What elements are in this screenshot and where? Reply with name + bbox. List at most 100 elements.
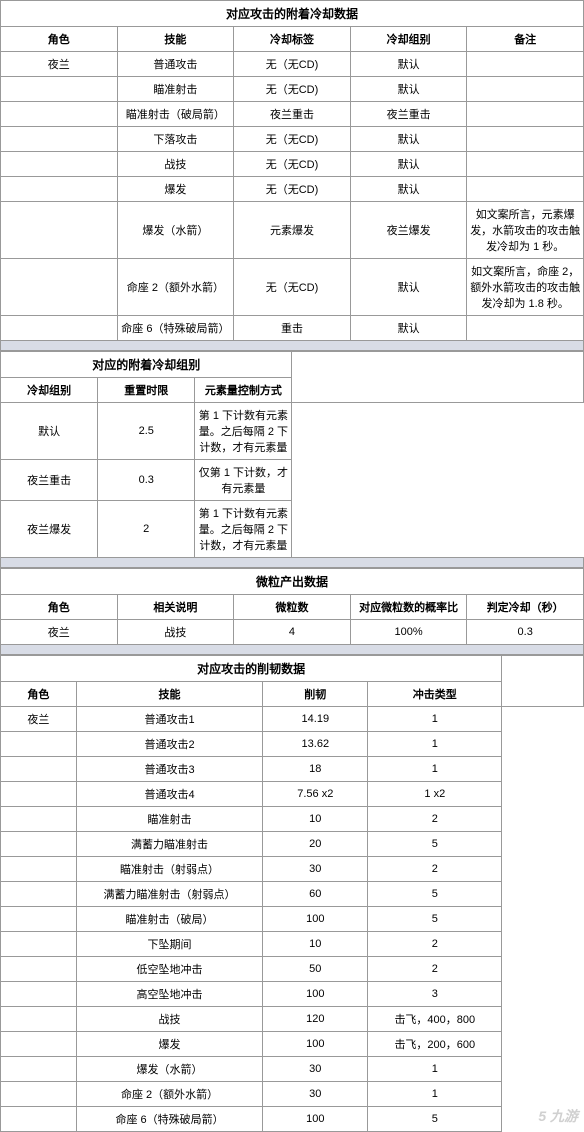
cell: 20: [263, 832, 368, 857]
cell: 13.62: [263, 732, 368, 757]
cell: 夜兰: [1, 620, 118, 645]
table-row: 瞄准射击（破局）1005: [1, 907, 584, 932]
col-role4: 角色: [1, 682, 77, 707]
cell: 瞄准射击（破局箭）: [117, 102, 234, 127]
cell: 仅第 1 下计数，才有元素量: [195, 460, 292, 501]
cell: 夜兰重击: [234, 102, 351, 127]
cell: 爆发（水箭）: [76, 1057, 263, 1082]
cell: [1, 757, 77, 782]
table-row: 爆发100击飞，200，600: [1, 1032, 584, 1057]
cell: 无（无CD): [234, 177, 351, 202]
table-row: 普通攻击47.56 x21 x2: [1, 782, 584, 807]
cell: 普通攻击1: [76, 707, 263, 732]
cell: [467, 152, 584, 177]
cell: [1, 259, 118, 316]
cell: 4: [234, 620, 351, 645]
section4-title: 对应攻击的削韧数据: [1, 656, 502, 682]
table-row: 瞄准射击（破局箭）夜兰重击夜兰重击: [1, 102, 584, 127]
cell: 如文案所言，元素爆发，水箭攻击的攻击触发冷却为 1 秒。: [467, 202, 584, 259]
cell: 10: [263, 807, 368, 832]
col-remark: 备注: [467, 27, 584, 52]
cell: 30: [263, 1057, 368, 1082]
col-skill4: 技能: [76, 682, 263, 707]
cell: 默认: [1, 403, 98, 460]
cell: 30: [263, 857, 368, 882]
cell: 1: [368, 1082, 502, 1107]
cell: 默认: [350, 259, 467, 316]
cell: 夜兰: [1, 52, 118, 77]
section3-table: 微粒产出数据 角色 相关说明 微粒数 对应微粒数的概率比 判定冷却（秒） 夜兰战…: [0, 568, 584, 655]
col-reset: 重置时限: [98, 378, 195, 403]
cell: 爆发（水箭）: [117, 202, 234, 259]
cell: 无（无CD): [234, 77, 351, 102]
cell: 瞄准射击: [117, 77, 234, 102]
section4-table: 对应攻击的削韧数据 角色 技能 削韧 冲击类型 夜兰普通攻击114.191普通攻…: [0, 655, 584, 1132]
cell: 元素爆发: [234, 202, 351, 259]
table-row: 战技120击飞，400，800: [1, 1007, 584, 1032]
cell: 无（无CD): [234, 52, 351, 77]
cell: [1, 982, 77, 1007]
col-group: 冷却组别: [350, 27, 467, 52]
cell: 1 x2: [368, 782, 502, 807]
cell: 夜兰: [1, 707, 77, 732]
table-row: 夜兰普通攻击无（无CD)默认: [1, 52, 584, 77]
cell: 60: [263, 882, 368, 907]
cell: 默认: [350, 52, 467, 77]
cell: 14.19: [263, 707, 368, 732]
cell: 18: [263, 757, 368, 782]
cell: [1, 102, 118, 127]
cell: 5: [368, 1107, 502, 1132]
cell: 无（无CD): [234, 152, 351, 177]
cell: 满蓄力瞄准射击: [76, 832, 263, 857]
cell: [1, 882, 77, 907]
cell: 夜兰重击: [350, 102, 467, 127]
cell: [1, 932, 77, 957]
col-cd3: 判定冷却（秒）: [467, 595, 584, 620]
cell: 1: [368, 707, 502, 732]
col-count3: 微粒数: [234, 595, 351, 620]
table-row: 瞄准射击无（无CD)默认: [1, 77, 584, 102]
table-row: 命座 2（额外水箭）无（无CD)默认如文案所言，命座 2，额外水箭攻击的攻击触发…: [1, 259, 584, 316]
section2-table: 对应的附着冷却组别 冷却组别 重置时限 元素量控制方式 默认2.5第 1 下计数…: [0, 351, 584, 568]
cell: 50: [263, 957, 368, 982]
col-group2: 冷却组别: [1, 378, 98, 403]
cell: 战技: [76, 1007, 263, 1032]
cell: [1, 152, 118, 177]
cell: [1, 857, 77, 882]
cell: [1, 316, 118, 341]
col-prob3: 对应微粒数的概率比: [350, 595, 467, 620]
cell: [1, 202, 118, 259]
cell: 瞄准射击（破局）: [76, 907, 263, 932]
table-row: 下落攻击无（无CD)默认: [1, 127, 584, 152]
table-row: 夜兰普通攻击114.191: [1, 707, 584, 732]
cell: 重击: [234, 316, 351, 341]
cell: 满蓄力瞄准射击（射弱点）: [76, 882, 263, 907]
table-row: 夜兰重击0.3仅第 1 下计数，才有元素量: [1, 460, 584, 501]
table-row: 命座 2（额外水箭）301: [1, 1082, 584, 1107]
cell: 瞄准射击（射弱点）: [76, 857, 263, 882]
cell: [467, 102, 584, 127]
cell: 普通攻击3: [76, 757, 263, 782]
cell: [1, 1057, 77, 1082]
cell: 默认: [350, 177, 467, 202]
table-row: 夜兰爆发2第 1 下计数有元素量。之后每隔 2 下计数，才有元素量: [1, 501, 584, 558]
table-row: 命座 6（特殊破局箭）1005: [1, 1107, 584, 1132]
cell: 下坠期间: [76, 932, 263, 957]
cell: [1, 77, 118, 102]
cell: [467, 177, 584, 202]
section2-title: 对应的附着冷却组别: [1, 352, 292, 378]
table-row: 普通攻击3181: [1, 757, 584, 782]
cell: 第 1 下计数有元素量。之后每隔 2 下计数，才有元素量: [195, 403, 292, 460]
cell: 120: [263, 1007, 368, 1032]
col-role: 角色: [1, 27, 118, 52]
cell: [1, 1007, 77, 1032]
cell: 5: [368, 882, 502, 907]
cell: 100: [263, 907, 368, 932]
watermark: 5 九游: [538, 1106, 578, 1126]
cell: 2: [368, 932, 502, 957]
cell: 夜兰爆发: [1, 501, 98, 558]
cell: 普通攻击4: [76, 782, 263, 807]
cell: 默认: [350, 316, 467, 341]
cell: 7.56 x2: [263, 782, 368, 807]
cell: [1, 1082, 77, 1107]
